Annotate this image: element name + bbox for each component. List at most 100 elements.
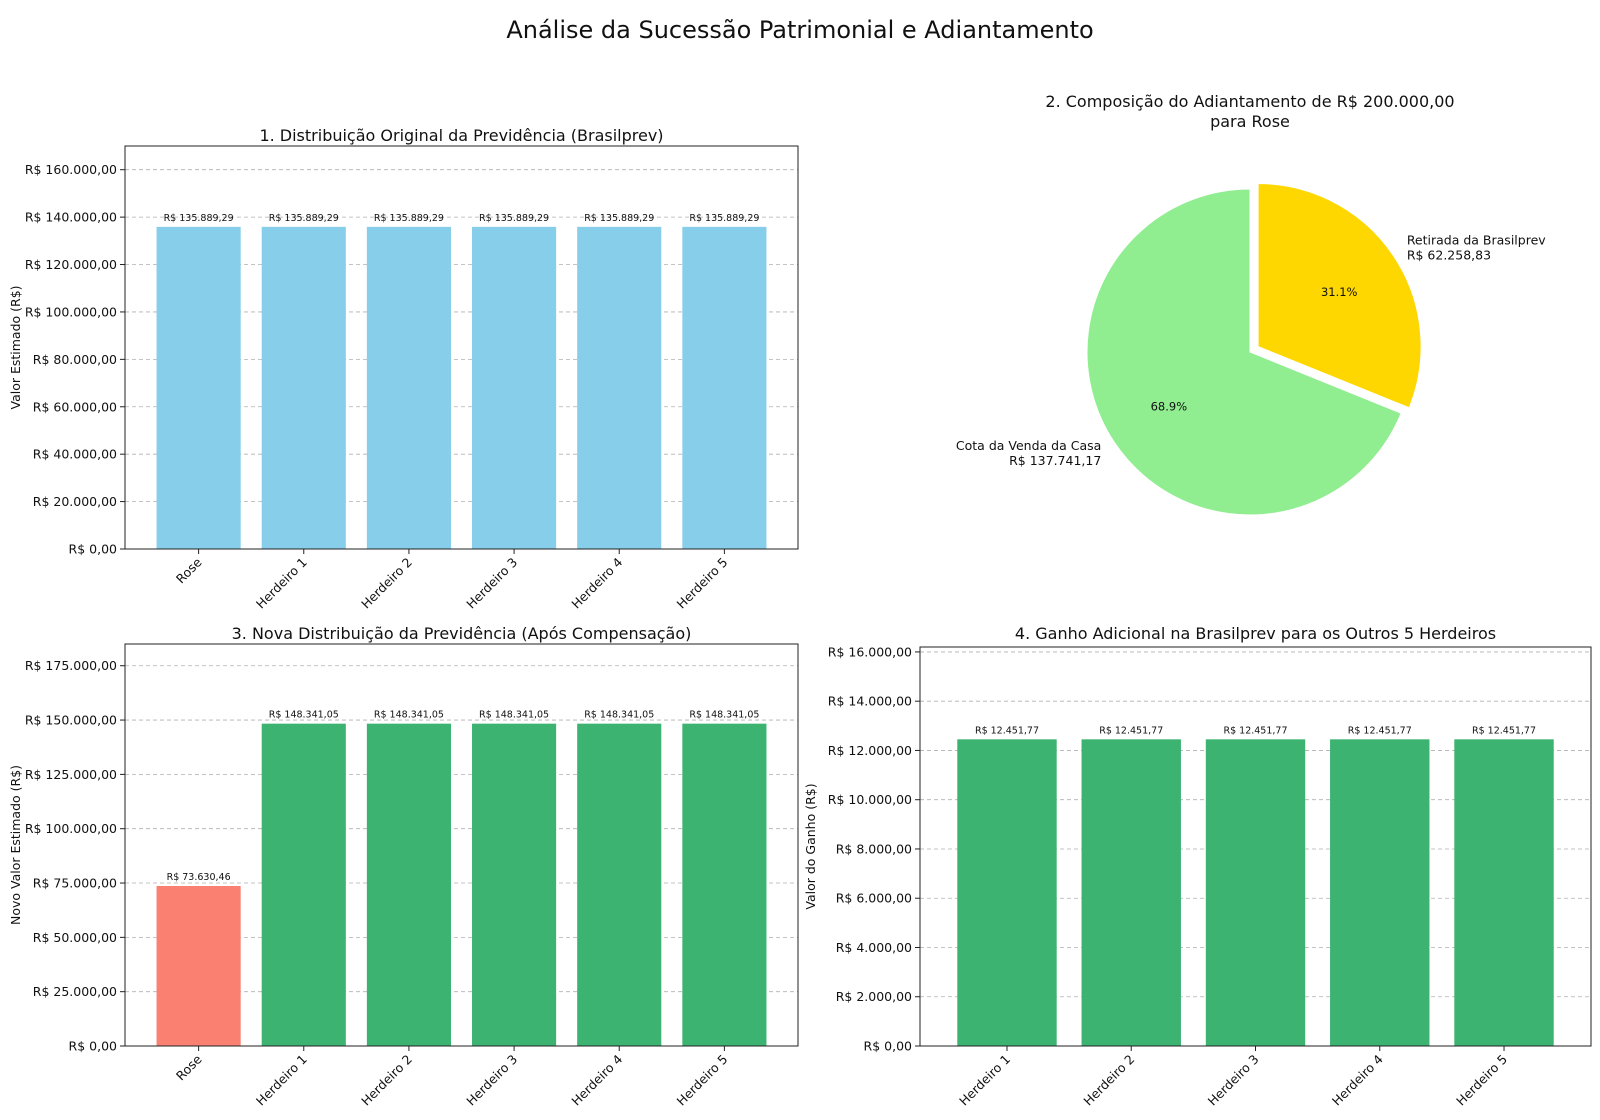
bar-value-label: R$ 148.341,05 [479, 710, 549, 721]
bar-value-label: R$ 135.889,29 [479, 213, 549, 224]
y-axis-label: Valor Estimado (R$) [8, 285, 23, 409]
chart-title: 4. Ganho Adicional na Brasilprev para os… [1015, 624, 1496, 643]
y-tick-label: R$ 160.000,00 [25, 162, 117, 177]
chart-title: para Rose [1210, 112, 1290, 131]
x-tick-label: Rose [173, 554, 205, 586]
bar-value-label: R$ 135.889,29 [689, 213, 759, 224]
y-tick-label: R$ 0,00 [864, 1039, 912, 1054]
bar [1205, 739, 1306, 1046]
x-tick-label: Herdeiro 3 [463, 555, 520, 612]
x-tick-label: Herdeiro 2 [1080, 1052, 1137, 1109]
y-tick-label: R$ 50.000,00 [33, 930, 117, 945]
y-tick-label: R$ 100.000,00 [25, 304, 117, 319]
y-tick-label: R$ 150.000,00 [25, 713, 117, 728]
x-tick-label: Herdeiro 1 [253, 555, 310, 612]
pie-slice-label: Retirada da Brasilprev [1407, 232, 1546, 247]
bar-value-label: R$ 12.451,77 [1099, 725, 1163, 736]
bar-chart-4: R$ 0,00 R$ 2.000,00 R$ 4.000,00 R$ 6.000,00… [803, 624, 1592, 1109]
pie-slice-value: R$ 62.258,83 [1407, 247, 1491, 262]
y-tick-label: R$ 40.000,00 [33, 447, 117, 462]
bar-value-label: R$ 148.341,05 [374, 710, 444, 721]
y-tick-label: R$ 175.000,00 [25, 658, 117, 673]
axes-frame [124, 145, 799, 550]
x-tick-label: Herdeiro 5 [674, 555, 731, 612]
y-tick-label: R$ 60.000,00 [33, 399, 117, 414]
bar-value-label: R$ 73.630,46 [167, 872, 231, 883]
pie-pct-label: 31.1% [1321, 285, 1358, 299]
axes-frame [124, 643, 799, 1047]
bar [261, 226, 346, 550]
y-tick-label: R$ 6.000,00 [836, 891, 912, 906]
x-tick-label: Herdeiro 2 [358, 555, 415, 612]
bar-value-label: R$ 12.451,77 [1348, 725, 1412, 736]
y-tick-label: R$ 8.000,00 [836, 841, 912, 856]
chart-title: 2. Composição do Adiantamento de R$ 200.… [1045, 92, 1454, 111]
bar [472, 723, 557, 1046]
y-axis-label: Valor do Ganho (R$) [803, 783, 818, 909]
bar [682, 226, 767, 550]
bar-value-label: R$ 135.889,29 [374, 213, 444, 224]
pie-slice-label: Cota da Venda da Casa [956, 438, 1101, 453]
bar [366, 226, 451, 550]
bar [261, 723, 346, 1046]
pie-chart-2: 2. Composição do Adiantamento de R$ 200.… [956, 92, 1546, 516]
y-tick-label: R$ 14.000,00 [828, 694, 912, 709]
bar-value-label: R$ 135.889,29 [584, 213, 654, 224]
y-tick-label: R$ 0,00 [69, 1039, 117, 1054]
y-tick-label: R$ 4.000,00 [836, 940, 912, 955]
bar-value-label: R$ 12.451,77 [1472, 725, 1536, 736]
bar [156, 226, 241, 550]
x-tick-label: Herdeiro 2 [358, 1052, 415, 1109]
bar-value-label: R$ 135.889,29 [164, 213, 234, 224]
bar-value-label: R$ 148.341,05 [584, 710, 654, 721]
x-tick-label: Herdeiro 4 [568, 1051, 625, 1108]
y-tick-label: R$ 140.000,00 [25, 210, 117, 225]
x-tick-label: Herdeiro 4 [568, 554, 625, 611]
pie-slice-value: R$ 137.741,17 [1009, 453, 1101, 468]
bar [1081, 739, 1181, 1046]
bar-chart-1: R$ 0,00 R$ 20.000,00 R$ 40.000,00 R$ 60.000… [8, 126, 799, 612]
bar-chart-3: R$ 0,00 R$ 25.000,00 R$ 50.000,00 R$ 75.000… [8, 624, 799, 1109]
y-tick-label: R$ 2.000,00 [836, 989, 912, 1004]
pie-pct-label: 68.9% [1151, 400, 1188, 414]
x-tick-label: Herdeiro 5 [1453, 1052, 1510, 1109]
bar [1454, 739, 1554, 1046]
y-tick-label: R$ 80.000,00 [33, 352, 117, 367]
x-tick-label: Herdeiro 3 [1205, 1052, 1262, 1109]
bar-value-label: R$ 12.451,77 [1223, 725, 1287, 736]
pie-slice [1257, 183, 1422, 409]
y-tick-label: R$ 16.000,00 [828, 644, 912, 659]
x-tick-label: Herdeiro 4 [1329, 1051, 1386, 1108]
x-tick-label: Herdeiro 5 [674, 1052, 731, 1109]
y-tick-label: R$ 125.000,00 [25, 767, 117, 782]
chart-title: 1. Distribuição Original da Previdência … [259, 126, 663, 145]
x-tick-label: Rose [173, 1051, 205, 1083]
bar-value-label: R$ 135.889,29 [269, 213, 339, 224]
bar [1330, 739, 1430, 1046]
bar-value-label: R$ 148.341,05 [269, 710, 339, 721]
y-axis-label: Novo Valor Estimado (R$) [8, 765, 23, 925]
pie-slice [1086, 188, 1402, 516]
y-tick-label: R$ 12.000,00 [828, 743, 912, 758]
x-tick-label: Herdeiro 1 [253, 1052, 310, 1109]
figure-title: Análise da Sucessão Patrimonial e Adiant… [506, 16, 1094, 44]
bar [156, 886, 241, 1046]
y-tick-label: R$ 100.000,00 [25, 821, 117, 836]
x-tick-label: Herdeiro 1 [956, 1052, 1013, 1109]
x-tick-label: Herdeiro 3 [463, 1052, 520, 1109]
bar [577, 226, 662, 550]
y-tick-label: R$ 20.000,00 [33, 494, 117, 509]
axes-frame [919, 646, 1592, 1047]
bar [366, 723, 451, 1046]
chart-title: 3. Nova Distribuição da Previdência (Apó… [232, 624, 692, 643]
bar [682, 723, 767, 1046]
y-tick-label: R$ 10.000,00 [828, 792, 912, 807]
y-tick-label: R$ 120.000,00 [25, 257, 117, 272]
y-tick-label: R$ 0,00 [69, 542, 117, 557]
y-tick-label: R$ 25.000,00 [33, 984, 117, 999]
bar [577, 723, 662, 1046]
bar [472, 226, 557, 550]
bar-value-label: R$ 148.341,05 [689, 710, 759, 721]
